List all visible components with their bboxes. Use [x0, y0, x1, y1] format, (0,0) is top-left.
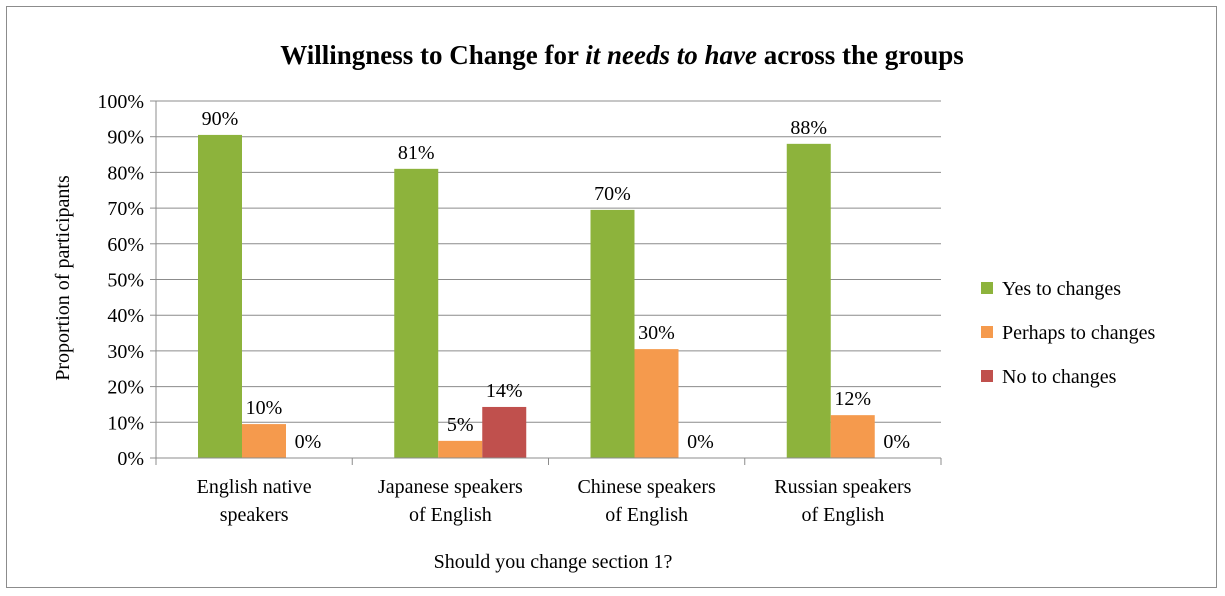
x-category-labels: English native speakers Japanese speakers o… — [197, 476, 912, 526]
legend-swatch — [981, 370, 993, 382]
y-tick-label: 0% — [117, 448, 144, 470]
data-label: 70% — [594, 183, 631, 205]
data-label: 10% — [246, 397, 283, 419]
category-label: speakers — [220, 504, 289, 526]
bar — [438, 440, 483, 458]
data-label: 30% — [638, 322, 675, 344]
category-label: English native — [197, 476, 312, 498]
data-label: 0% — [295, 431, 322, 453]
bar — [198, 134, 242, 459]
y-tick-label: 80% — [107, 162, 144, 184]
category-label: Chinese speakers — [577, 476, 716, 498]
legend-label: No to changes — [1002, 366, 1117, 388]
y-tick-label: 50% — [107, 270, 144, 292]
y-tick-label: 70% — [107, 198, 144, 220]
bar — [394, 168, 439, 458]
data-label: 12% — [834, 388, 871, 410]
data-label: 81% — [398, 142, 435, 164]
bar — [242, 424, 286, 458]
category-label: of English — [605, 504, 688, 526]
y-tick-label: 100% — [97, 91, 144, 113]
legend-label: Perhaps to changes — [1002, 322, 1156, 344]
legend-swatch — [981, 282, 993, 294]
bar — [830, 415, 875, 458]
category-label: Japanese speakers — [378, 476, 523, 498]
bar — [634, 349, 679, 458]
bars — [198, 134, 875, 459]
data-labels: 90% 10% 0% 81% 5% 14% 70% 30% 0% 88% 12% 0% — [202, 108, 910, 453]
x-axis-label: Should you change section 1? — [434, 551, 673, 573]
legend-label: Yes to changes — [1002, 278, 1121, 300]
data-label: 88% — [790, 117, 827, 139]
data-label: 5% — [447, 414, 474, 436]
y-tick-label: 10% — [107, 412, 144, 434]
category-label: Russian speakers — [774, 476, 911, 498]
y-tick-label: 20% — [107, 377, 144, 399]
category-label: of English — [409, 504, 492, 526]
data-label: 0% — [883, 431, 910, 453]
bar — [482, 406, 527, 458]
legend-swatch — [981, 326, 993, 338]
bar — [786, 143, 831, 458]
y-tick-label: 30% — [107, 341, 144, 363]
legend: Yes to changes Perhaps to changes No to ch… — [981, 278, 1156, 388]
category-label: of English — [801, 504, 884, 526]
y-tick-labels: 0% 10% 20% 30% 40% 50% 60% 70% 80% 90% 100% — [97, 91, 144, 470]
bar — [590, 209, 635, 458]
axes — [150, 100, 942, 465]
data-label: 0% — [687, 431, 714, 453]
y-tick-label: 60% — [107, 234, 144, 256]
y-tick-label: 40% — [107, 305, 144, 327]
y-axis-label: Proportion of participants — [52, 175, 74, 381]
data-label: 14% — [486, 380, 523, 402]
chart-title: Willingness to Change for it needs to ha… — [280, 40, 964, 70]
data-label: 90% — [202, 108, 239, 130]
y-tick-label: 90% — [107, 127, 144, 149]
